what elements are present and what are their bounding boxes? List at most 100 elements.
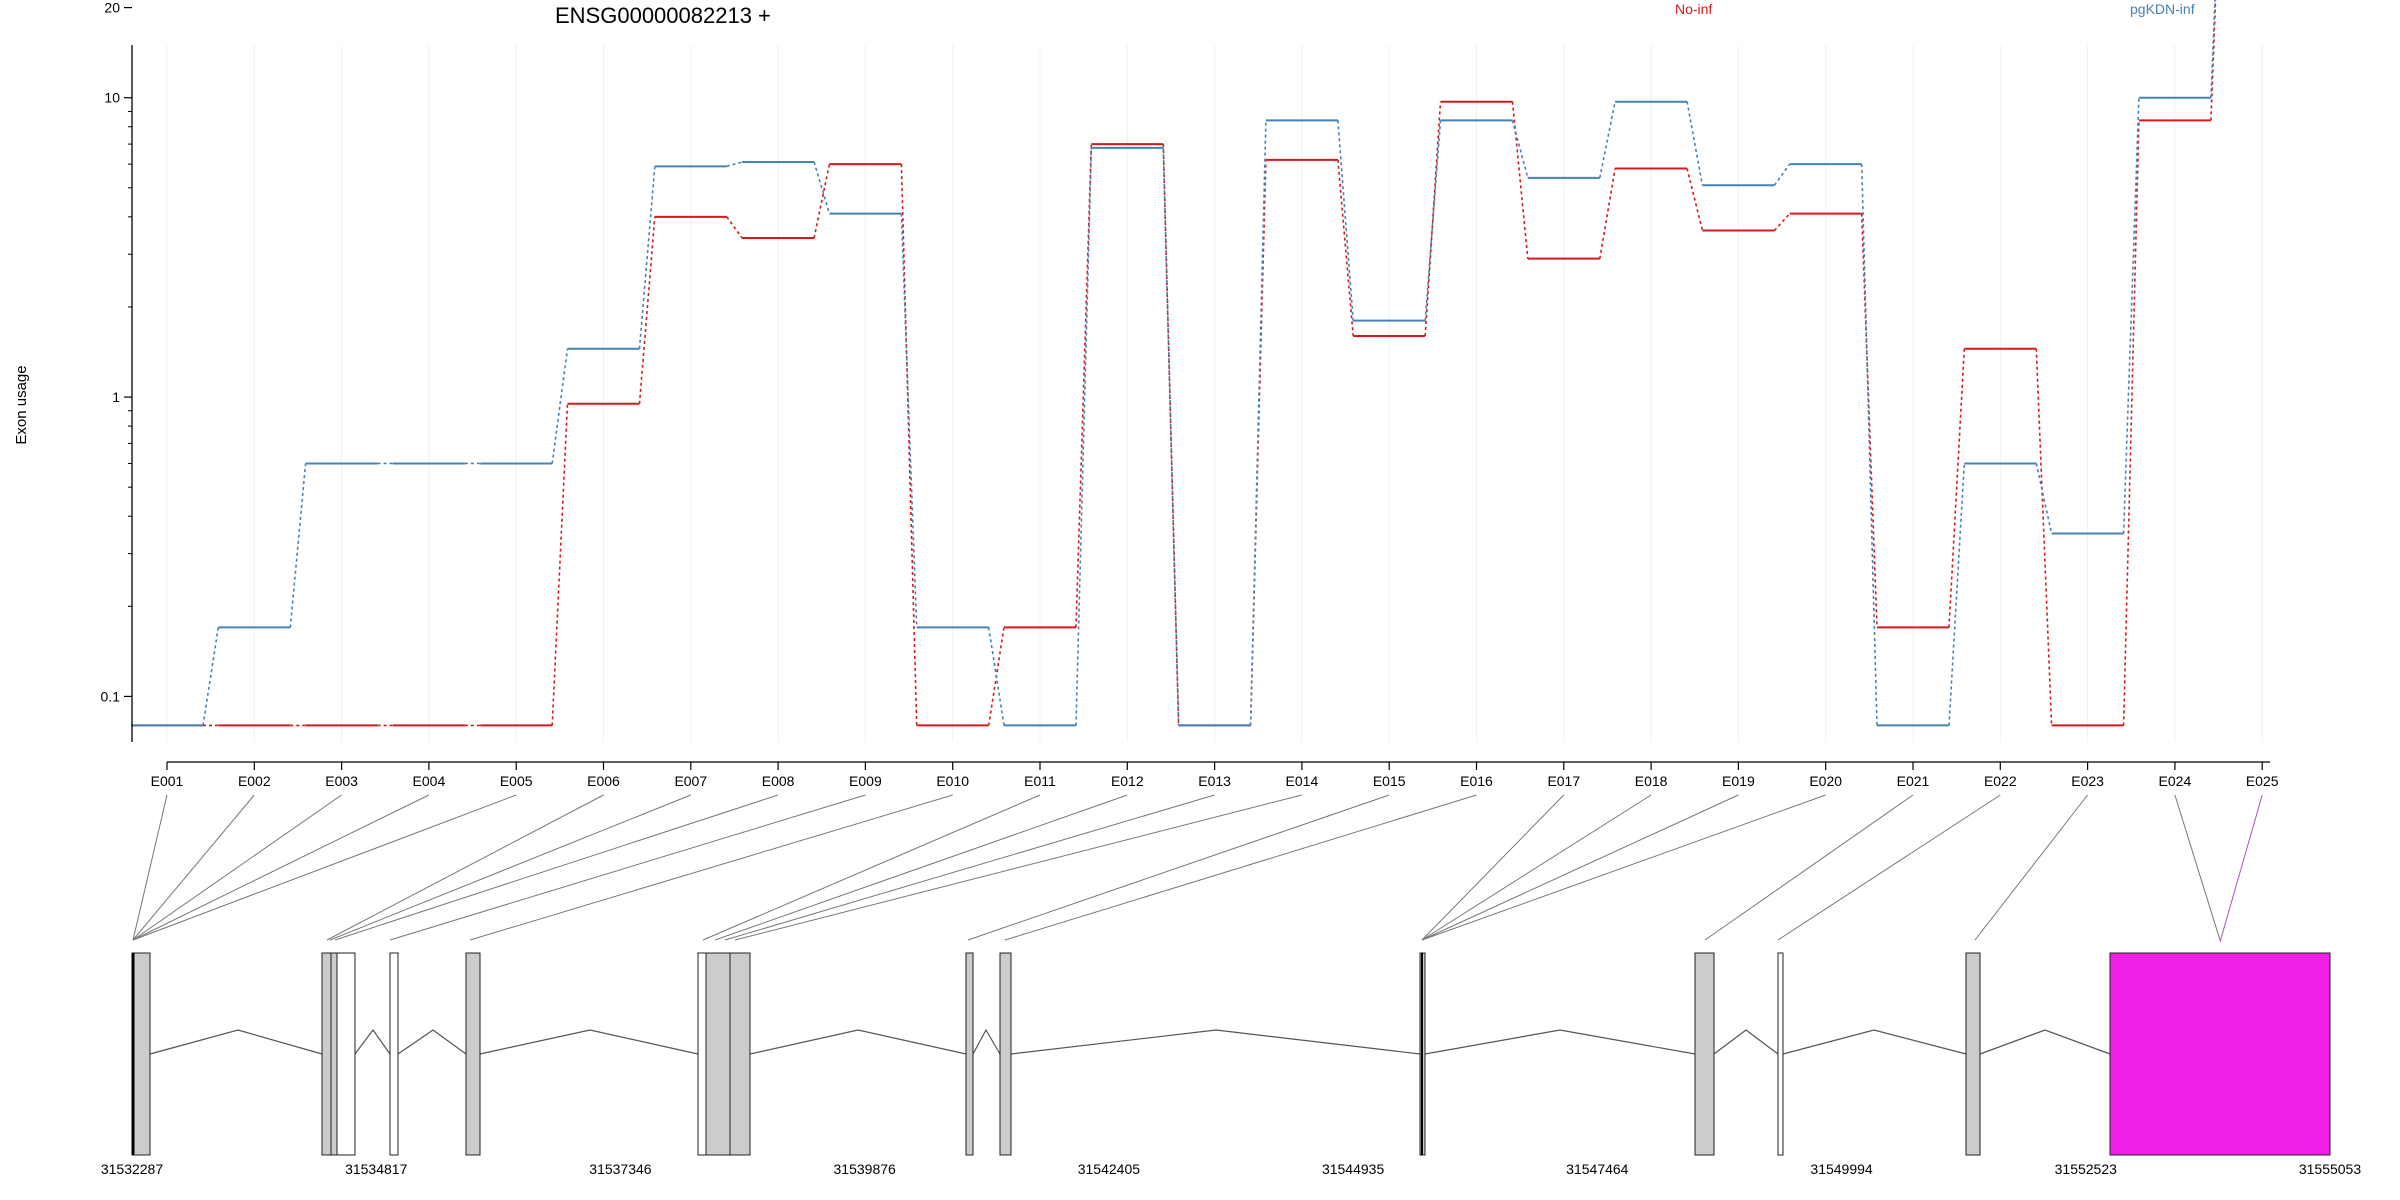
series-connector bbox=[202, 627, 220, 726]
exon-block bbox=[465, 952, 481, 1156]
intron-line bbox=[1010, 1029, 1421, 1055]
series-connector bbox=[1860, 213, 1878, 628]
series-connector bbox=[1337, 159, 1354, 337]
exon-block bbox=[131, 952, 151, 1156]
series-connector bbox=[726, 161, 743, 168]
x-tick-label: E022 bbox=[1984, 773, 2017, 789]
x-tick-label: E013 bbox=[1198, 773, 1231, 789]
exon-block bbox=[729, 952, 751, 1156]
x-tick-label: E018 bbox=[1635, 773, 1668, 789]
exon-connector bbox=[2219, 794, 2263, 943]
exon-block bbox=[705, 952, 731, 1156]
exon-block bbox=[330, 952, 338, 1156]
x-tick-label: E016 bbox=[1460, 773, 1493, 789]
y-tick-label: 1 bbox=[112, 389, 120, 405]
series-connector bbox=[638, 166, 656, 349]
exon-connector bbox=[1421, 794, 1739, 941]
intron-line bbox=[749, 1029, 967, 1055]
series-connector bbox=[1162, 147, 1180, 726]
series-connector bbox=[1424, 120, 1442, 321]
legend-no-inf: No-inf bbox=[1675, 1, 1712, 17]
exon-connector bbox=[334, 794, 779, 941]
x-tick-label: E010 bbox=[936, 773, 969, 789]
exon-connector bbox=[1004, 794, 1477, 941]
y-axis-label: Exon usage bbox=[13, 365, 30, 444]
series-connector bbox=[2035, 348, 2053, 726]
exon-connector bbox=[967, 794, 1390, 941]
legend-pgkdn-inf: pgKDN-inf bbox=[2130, 1, 2195, 17]
exon-connector bbox=[1421, 794, 1826, 941]
coordinate-label: 31539876 bbox=[834, 1161, 897, 1177]
exon-block bbox=[1965, 952, 1981, 1156]
x-tick-label: E003 bbox=[325, 773, 358, 789]
x-tick-label: E006 bbox=[587, 773, 620, 789]
x-tick-label: E021 bbox=[1897, 773, 1930, 789]
intron-line bbox=[479, 1029, 699, 1055]
coordinate-label: 31542405 bbox=[1078, 1161, 1141, 1177]
series-connector bbox=[551, 348, 569, 464]
series-lines bbox=[131, 0, 2217, 727]
series-connector bbox=[2122, 120, 2140, 726]
x-tick-label: E004 bbox=[413, 773, 446, 789]
coordinate-label: 31555053 bbox=[2299, 1161, 2362, 1177]
series-connector bbox=[1075, 147, 1093, 726]
exon-connectors bbox=[132, 794, 2263, 943]
x-tick-label: E014 bbox=[1286, 773, 1319, 789]
exon-block bbox=[1694, 952, 1715, 1156]
x-tick-label: E012 bbox=[1111, 773, 1144, 789]
x-ticks: E001 E002 E003 E004 E005 E006 E007 E008 E009 E010… bbox=[151, 762, 2279, 789]
intron-line bbox=[1424, 1029, 1696, 1055]
series-connector bbox=[289, 463, 307, 628]
exon-connector bbox=[132, 794, 168, 941]
y-tick-label: 0.1 bbox=[101, 688, 121, 704]
intron-line bbox=[397, 1029, 467, 1055]
series-connector bbox=[813, 161, 831, 214]
exon-connector bbox=[469, 794, 953, 941]
coordinate-label: 31534817 bbox=[345, 1161, 408, 1177]
intron-line bbox=[1979, 1029, 2111, 1055]
exon-connector bbox=[734, 794, 1303, 941]
exon-block bbox=[965, 952, 974, 1156]
series-connector bbox=[1599, 168, 1616, 259]
exon-connector bbox=[1421, 794, 1652, 941]
y-ticks: 0.1110203050100 bbox=[101, 0, 132, 704]
series-connector bbox=[1249, 120, 1267, 726]
series-connector bbox=[1686, 101, 1704, 186]
series-connector bbox=[1511, 120, 1529, 179]
x-tick-label: E008 bbox=[762, 773, 795, 789]
chart-title: ENSG00000082213 + bbox=[555, 3, 771, 28]
coordinate-label: 31549994 bbox=[1810, 1161, 1873, 1177]
series-connector bbox=[900, 213, 918, 628]
series-connector bbox=[1860, 164, 1878, 726]
exon-connector bbox=[326, 794, 604, 941]
exon-connector bbox=[132, 794, 430, 941]
series-connector bbox=[551, 403, 569, 726]
intron-line bbox=[149, 1029, 323, 1055]
intron-line bbox=[972, 1028, 1001, 1055]
series-connector bbox=[987, 627, 1005, 726]
coordinate-label: 31532287 bbox=[101, 1161, 164, 1177]
coordinate-label: 31547464 bbox=[1566, 1161, 1629, 1177]
exon-connector bbox=[1974, 794, 2088, 941]
axes bbox=[131, 45, 2270, 763]
exon-connector bbox=[714, 794, 1128, 941]
exon-connector bbox=[132, 794, 517, 941]
y-tick-label: 10 bbox=[104, 90, 120, 106]
exon-connector bbox=[1777, 794, 2001, 941]
x-tick-label: E025 bbox=[2246, 773, 2279, 789]
x-tick-label: E017 bbox=[1547, 773, 1580, 789]
series-connector bbox=[1337, 120, 1354, 321]
exon-block bbox=[336, 952, 356, 1156]
x-tick-label: E015 bbox=[1373, 773, 1406, 789]
series-connector bbox=[2210, 0, 2216, 98]
x-tick-label: E019 bbox=[1722, 773, 1755, 789]
series-connector bbox=[2122, 97, 2140, 534]
coordinate-label: 31544935 bbox=[1322, 1161, 1385, 1177]
series-connector bbox=[638, 216, 656, 404]
series-connector bbox=[813, 163, 831, 239]
series-connector bbox=[1511, 101, 1529, 259]
x-tick-label: E001 bbox=[151, 773, 184, 789]
x-tick-label: E005 bbox=[500, 773, 533, 789]
x-tick-label: E020 bbox=[1809, 773, 1842, 789]
